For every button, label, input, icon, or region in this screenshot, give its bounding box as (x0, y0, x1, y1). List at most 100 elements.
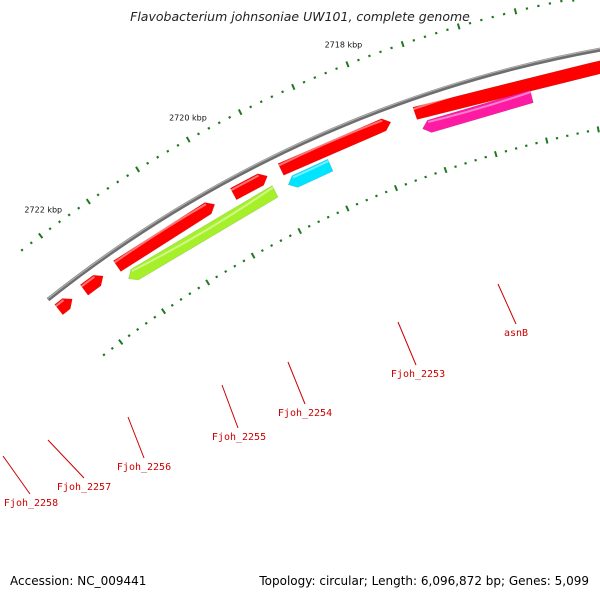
scale-tick (596, 126, 600, 133)
scale-tick (67, 213, 71, 217)
scale-tick (491, 15, 495, 19)
forward-gene[interactable] (412, 52, 600, 120)
scale-tick (514, 147, 518, 150)
scale-tick (237, 108, 243, 116)
scale-tick (446, 28, 449, 32)
scale-tick (249, 105, 253, 109)
scale-tick (20, 248, 24, 252)
scale-tick (365, 198, 369, 202)
gene-label-leader (497, 283, 517, 325)
scale-tick (434, 172, 437, 175)
gene-label[interactable]: asnB (504, 328, 528, 339)
gene-label-group[interactable]: asnB (497, 283, 528, 339)
scale-tick (345, 61, 350, 68)
scale-tick (502, 12, 506, 16)
scale-tick (390, 46, 393, 50)
forward-gene[interactable] (229, 173, 268, 201)
gene-label-group[interactable]: Fjoh_2256 (117, 416, 171, 473)
scale-tick (126, 174, 130, 178)
gene-label-group[interactable]: Fjoh_2255 (212, 384, 266, 443)
gene-label-group[interactable]: Fjoh_2258 (2, 455, 58, 509)
scale-tick (468, 21, 472, 25)
gene-label[interactable]: Fjoh_2255 (212, 432, 266, 443)
gene-label-leader (2, 455, 31, 495)
scale-tick (324, 71, 328, 75)
scale-tick (379, 50, 382, 54)
scale-labels: 2710 kbp2712 kbp2714 kbp2716 kbp2718 kbp… (24, 41, 362, 215)
gene-label-group[interactable]: Fjoh_2253 (391, 321, 445, 380)
scale-tick (434, 31, 438, 35)
scale-tick (250, 252, 256, 259)
gene-label-group[interactable]: Fjoh_2254 (278, 361, 332, 419)
scale-tick (160, 308, 167, 315)
scale-label: 2722 kbp (24, 206, 62, 215)
scale-tick (513, 8, 518, 15)
forward-gene[interactable] (54, 298, 73, 316)
gene-label[interactable]: Fjoh_2257 (57, 482, 111, 493)
forward-gene[interactable] (112, 202, 216, 272)
scale-tick (135, 166, 141, 173)
scale-tick (375, 194, 378, 198)
scale-tick (110, 346, 114, 350)
scale-tick (456, 23, 461, 30)
scale-tick (355, 202, 359, 206)
scale-tick (297, 227, 302, 235)
scale-tick (279, 239, 283, 243)
scale-tick (535, 141, 538, 145)
genome-backbone-highlight (47, 47, 600, 299)
scale-tick (260, 249, 264, 253)
scale-ticks (20, 0, 600, 357)
reverse-gene[interactable] (422, 89, 534, 133)
scale-tick (270, 95, 274, 99)
gene-label-leader (47, 439, 85, 479)
scale-tick (454, 165, 457, 169)
scale-tick (166, 149, 170, 153)
scale-tick (424, 175, 428, 179)
gene-label[interactable]: Fjoh_2254 (278, 408, 332, 419)
scale-tick (215, 275, 219, 279)
scale-tick (317, 220, 321, 224)
genome-title: Flavobacterium johnsoniae UW101, complet… (130, 9, 470, 24)
scale-tick (524, 144, 528, 148)
scale-label: 2720 kbp (169, 113, 207, 122)
scale-tick (233, 264, 237, 268)
scale-tick (48, 227, 52, 231)
scale-tick (127, 334, 131, 338)
reverse-gene[interactable] (128, 185, 279, 281)
scale-tick (423, 35, 427, 39)
gene-label[interactable]: Fjoh_2256 (117, 462, 171, 473)
scale-tick (357, 58, 360, 62)
reverse-strand-genes (128, 89, 534, 281)
scale-tick (414, 179, 418, 183)
forward-gene[interactable] (277, 118, 392, 176)
reverse-gene[interactable] (287, 158, 334, 188)
accession-text: Accession: NC_009441 (10, 574, 147, 588)
scale-tick (504, 149, 508, 153)
forward-gene[interactable] (79, 274, 104, 296)
scale-tick (197, 286, 201, 290)
scale-tick (228, 115, 232, 119)
scale-tick (102, 353, 106, 357)
scale-tick (224, 269, 228, 273)
scale-tick (205, 279, 211, 286)
scale-tick (29, 241, 33, 245)
gene-label-group[interactable]: Fjoh_2257 (47, 439, 111, 493)
topology-text: Topology: circular; Length: 6,096,872 bp… (259, 574, 589, 588)
gene-label[interactable]: Fjoh_2258 (4, 498, 58, 509)
scale-tick (494, 150, 498, 158)
scale-tick (288, 234, 292, 238)
gene-labels: asnB Fjoh_2253 Fjoh_2254 Fjoh_2255 Fjoh_2256… (2, 283, 528, 509)
scale-tick (136, 327, 140, 331)
scale-tick (345, 205, 350, 212)
scale-tick (207, 126, 211, 130)
scale-tick (96, 193, 100, 197)
scale-tick (242, 259, 246, 263)
scale-tick (146, 161, 150, 165)
gene-label-leader (397, 321, 417, 366)
scale-tick (313, 76, 317, 80)
scale-tick (384, 190, 388, 194)
scale-tick (270, 244, 274, 248)
gene-label[interactable]: Fjoh_2253 (391, 369, 445, 380)
scale-tick (464, 161, 467, 165)
